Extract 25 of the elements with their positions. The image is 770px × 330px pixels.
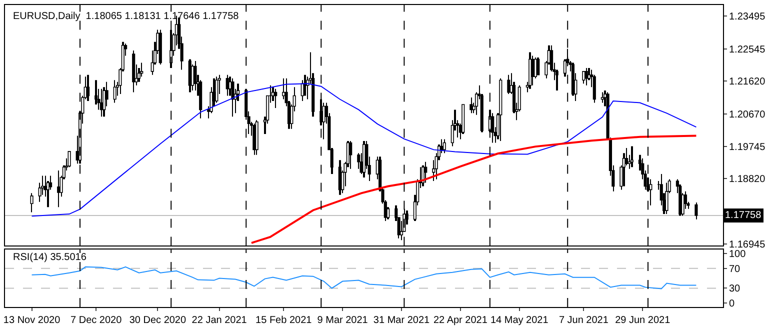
- x-tick-label: 9 Mar 2021: [317, 315, 368, 326]
- y-tick-label: 1.19745: [729, 142, 766, 153]
- x-tick-label: 31 Mar 2021: [373, 315, 430, 326]
- x-tick-label: 22 Apr 2021: [433, 315, 488, 326]
- y-tick-label: 70: [729, 264, 741, 275]
- y-tick-label: 1.18820: [729, 174, 766, 186]
- x-tick-label: 30 Dec 2020: [129, 315, 186, 326]
- y-tick-label: 1.16945: [729, 239, 766, 250]
- y-tick-label: 0: [729, 298, 735, 310]
- y-tick-label: 1.20670: [729, 110, 766, 121]
- text: EURUSD,Daily 1.18065 1.18131 1.17646 1.17758: [13, 11, 240, 22]
- y-tick-label: 30: [729, 284, 741, 295]
- x-tick-label: 7 Dec 2020: [70, 315, 122, 326]
- y-tick-label: 100: [729, 249, 746, 260]
- x-tick-label: 7 Jun 2021: [558, 315, 609, 326]
- x-tick-label: 22 Jan 2021: [192, 315, 248, 326]
- x-tick-label: 29 Jun 2021: [615, 315, 671, 326]
- y-tick-label: 1.22545: [729, 44, 766, 56]
- x-tick-label: 15 Feb 2021: [256, 315, 312, 326]
- x-tick-label: 14 May 2021: [490, 315, 549, 326]
- y-tick-label: 1.21620: [729, 76, 766, 88]
- chart-title: RSI(14) 35.5016: [13, 252, 87, 263]
- y-tick-label: 1.23495: [729, 11, 766, 22]
- ref-line-label: 1.17758: [725, 210, 762, 221]
- x-tick-label: 13 Nov 2020: [3, 315, 61, 326]
